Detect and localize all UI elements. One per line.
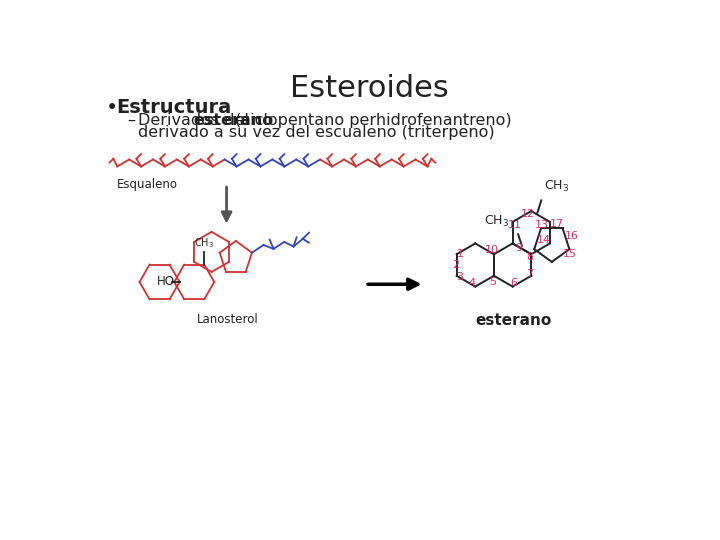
Text: CH$_3$: CH$_3$: [544, 179, 569, 194]
Text: derivado a su vez del escualeno (triterpeno): derivado a su vez del escualeno (triterp…: [138, 125, 495, 140]
Text: 4: 4: [469, 279, 476, 288]
Text: 16: 16: [564, 231, 579, 241]
Text: 7: 7: [526, 269, 533, 279]
Text: 15: 15: [563, 249, 577, 259]
Text: 2: 2: [451, 260, 459, 270]
Text: CH$_3$: CH$_3$: [194, 236, 215, 250]
Text: 9: 9: [516, 243, 522, 253]
Text: 8: 8: [526, 252, 533, 262]
Text: 17: 17: [549, 219, 564, 229]
Text: Estructura: Estructura: [117, 98, 232, 117]
Text: 10: 10: [485, 245, 499, 254]
Text: Derivados del: Derivados del: [138, 112, 254, 127]
Text: HO: HO: [157, 275, 175, 288]
Text: 14: 14: [536, 235, 551, 245]
Text: 11: 11: [508, 220, 521, 230]
Text: 6: 6: [510, 279, 518, 288]
Text: CH$_3$: CH$_3$: [485, 214, 510, 229]
Text: esterano: esterano: [194, 112, 274, 127]
Text: 13: 13: [535, 220, 549, 230]
Text: 5: 5: [489, 277, 495, 287]
Text: Lanosterol: Lanosterol: [197, 313, 259, 326]
Text: 3: 3: [456, 272, 464, 282]
Text: Esqualeno: Esqualeno: [117, 178, 179, 191]
Text: (ciclopentano perhidrofenantreno): (ciclopentano perhidrofenantreno): [230, 112, 512, 127]
Text: 1: 1: [456, 249, 464, 259]
Text: –: –: [127, 112, 135, 127]
Text: 12: 12: [521, 209, 535, 219]
Text: •: •: [106, 98, 118, 118]
Text: Esteroides: Esteroides: [289, 74, 449, 103]
Text: esterano: esterano: [475, 313, 552, 328]
